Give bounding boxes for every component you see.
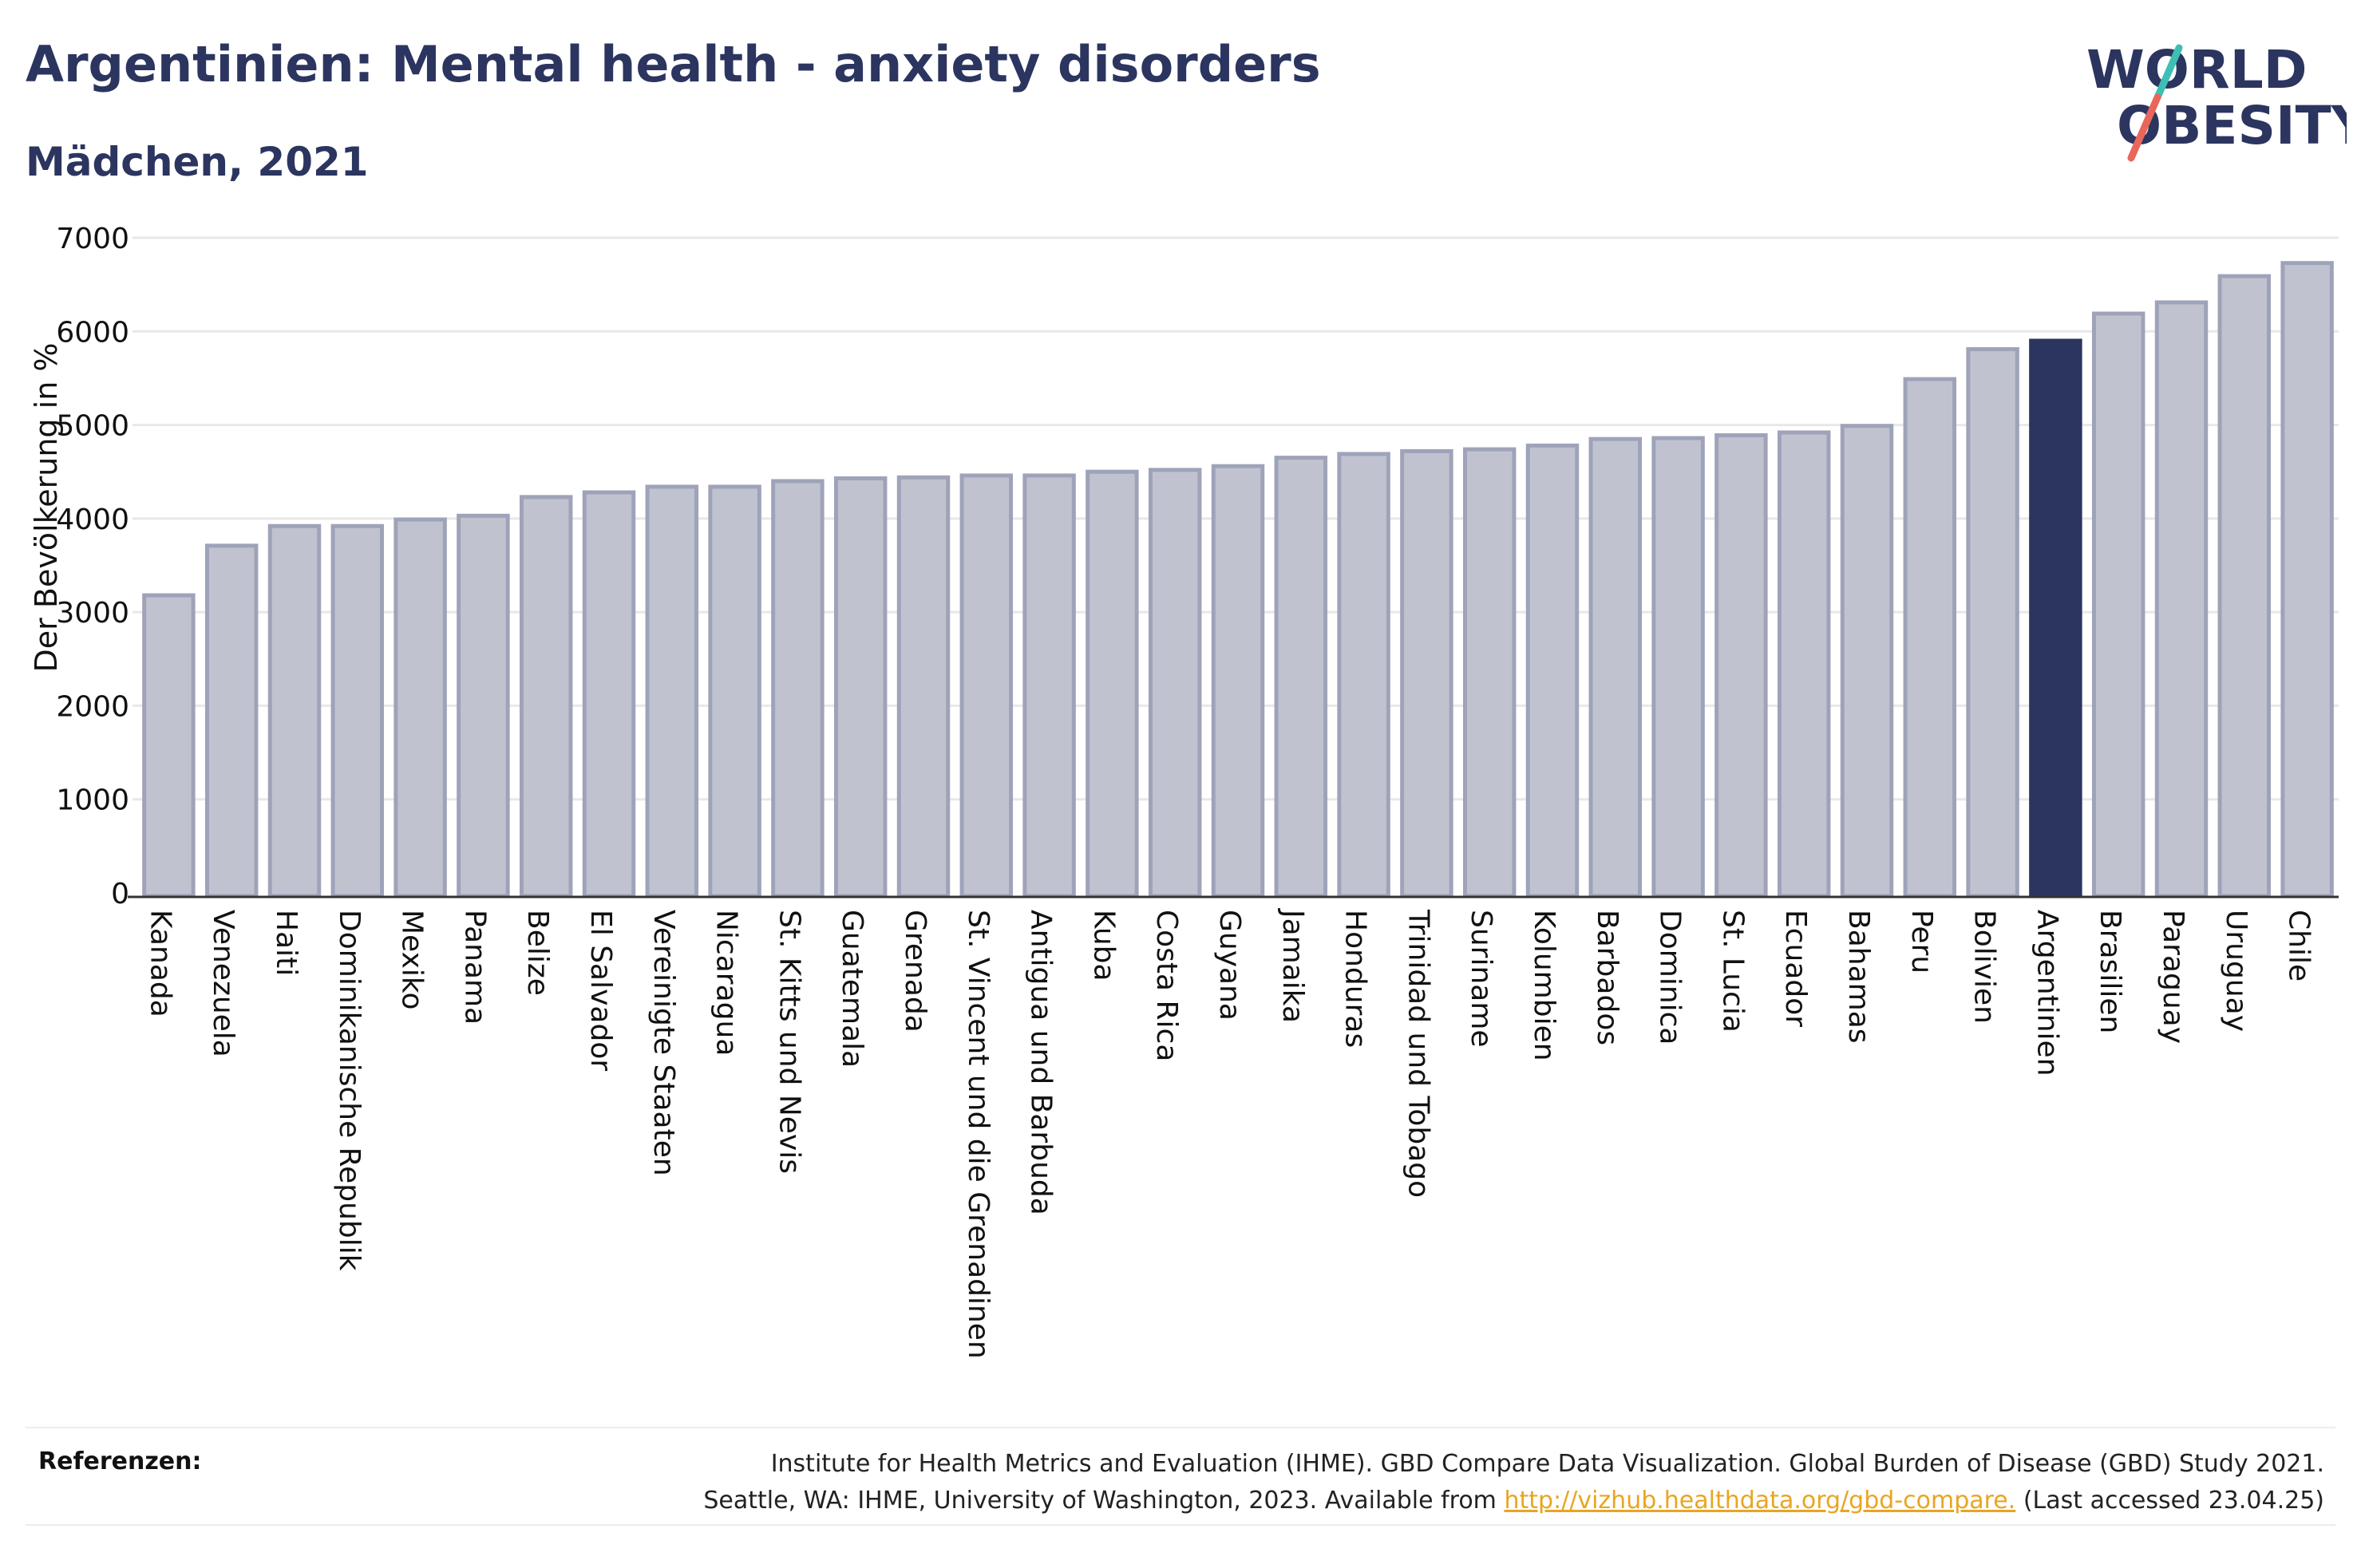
y-tick-label: 3000 (56, 597, 129, 630)
x-tick-label: Kolumbien (1528, 910, 1560, 1061)
bar-st-kitts-und-nevis[interactable] (771, 479, 825, 899)
x-tick-label: St. Vincent und die Grenadinen (962, 910, 995, 1359)
y-tick-label: 0 (111, 878, 129, 910)
bars (142, 261, 2334, 899)
y-tick-label: 2000 (56, 690, 129, 723)
x-tick-label: Guatemala (836, 910, 868, 1068)
x-tick-labels: Kanada Venezuela Haiti Dominikanische Repub… (144, 908, 2315, 1359)
x-tick-label: Honduras (1339, 910, 1372, 1048)
bar-dominikanische-republik[interactable] (330, 523, 385, 899)
x-tick-label: Argentinien (2031, 910, 2063, 1076)
bar-haiti[interactable] (267, 523, 322, 899)
x-tick-label: Antigua und Barbuda (1025, 910, 1058, 1215)
bar-peru[interactable] (1903, 377, 1957, 899)
bar-ecuador[interactable] (1777, 430, 1831, 899)
x-tick-label: Panama (458, 910, 491, 1025)
bar-dominica[interactable] (1651, 436, 1705, 899)
world-obesity-logo: WORLD OBESITY (2086, 39, 2347, 162)
bar-vereinigte-staaten[interactable] (645, 484, 699, 899)
page-title: Argentinien: Mental health - anxiety dis… (26, 35, 1321, 93)
bar-barbados[interactable] (1588, 436, 1643, 899)
bar-guyana[interactable] (1211, 464, 1265, 899)
x-tick-label: Guyana (1213, 910, 1246, 1021)
x-tick-label: Jamaika (1276, 908, 1309, 1023)
bar-argentinien[interactable] (2029, 338, 2082, 899)
x-tick-label: Paraguay (2157, 910, 2189, 1044)
x-tick-label: Vereinigte Staaten (647, 910, 680, 1176)
references-line-2-suffix: (Last accessed 23.04.25) (2015, 1487, 2324, 1515)
x-tick-label: Dominica (1654, 910, 1687, 1045)
bar-chart: 0 1000 2000 3000 4000 5000 6000 7000 Kanada Vene… (56, 223, 2339, 1359)
x-tick-label: Dominikanische Republik (333, 910, 366, 1271)
y-axis-label: Der Bevölkerung in % (29, 342, 64, 673)
x-tick-label: Bolivien (1968, 910, 2001, 1024)
x-tick-label: Brasilien (2094, 910, 2126, 1033)
y-tick-label: 5000 (56, 410, 129, 443)
x-tick-label: Kuba (1087, 910, 1120, 981)
bar-trinidad-und-tobago[interactable] (1400, 448, 1453, 899)
bar-grenada[interactable] (896, 475, 951, 899)
x-tick-label: St. Kitts und Nevis (773, 910, 805, 1174)
bar-chile[interactable] (2280, 261, 2334, 899)
bar-kanada[interactable] (142, 593, 196, 899)
x-tick-label: Haiti (270, 910, 303, 976)
bar-el-salvador[interactable] (582, 490, 636, 899)
bar-venezuela[interactable] (204, 543, 259, 899)
y-tick-label: 7000 (56, 223, 129, 255)
x-tick-label: St. Lucia (1716, 910, 1749, 1033)
x-tick-label: Suriname (1465, 910, 1497, 1048)
bar-nicaragua[interactable] (708, 484, 761, 899)
references-label: Referenzen: (38, 1448, 202, 1475)
x-tick-label: Kanada (144, 910, 176, 1017)
references-text: Institute for Health Metrics and Evaluat… (488, 1446, 2324, 1519)
references-divider-top (26, 1427, 2335, 1428)
x-tick-label: Bahamas (1842, 910, 1875, 1044)
logo-slash-teal (2153, 44, 2183, 101)
logo-slash-red (2127, 93, 2161, 162)
bar-uruguay[interactable] (2217, 274, 2272, 899)
bar-suriname[interactable] (1462, 447, 1517, 899)
x-tick-label: Peru (1905, 910, 1938, 974)
bar-st-vincent-und-die-grenadinen[interactable] (959, 473, 1014, 899)
bar-jamaika[interactable] (1274, 456, 1328, 899)
bar-brasilien[interactable] (2091, 311, 2145, 899)
references-line-2-text: Seattle, WA: IHME, University of Washing… (703, 1487, 1505, 1515)
bar-panama[interactable] (457, 513, 510, 899)
bar-honduras[interactable] (1337, 452, 1390, 899)
x-tick-label: Grenada (899, 910, 931, 1033)
references-line-2: Seattle, WA: IHME, University of Washing… (488, 1483, 2324, 1519)
bar-kolumbien[interactable] (1525, 443, 1580, 899)
bar-costa-rica[interactable] (1148, 468, 1202, 899)
bar-antigua-und-barbuda[interactable] (1022, 473, 1076, 899)
logo-text-world: WORLD (2086, 39, 2308, 101)
bar-guatemala[interactable] (833, 476, 888, 899)
x-tick-label: Ecuador (1779, 910, 1812, 1027)
bar-st-lucia[interactable] (1714, 432, 1768, 899)
x-tick-label: Barbados (1591, 910, 1623, 1045)
x-tick-label: Costa Rica (1150, 910, 1183, 1061)
page-subtitle: Mädchen, 2021 (26, 139, 369, 185)
references-link[interactable]: http://vizhub.healthdata.org/gbd-compare… (1504, 1487, 2016, 1515)
x-tick-label: Mexiko (396, 910, 429, 1009)
bar-belize[interactable] (519, 495, 573, 899)
x-tick-label: Chile (2283, 910, 2316, 981)
y-tick-label: 6000 (56, 316, 129, 349)
bar-paraguay[interactable] (2154, 300, 2209, 899)
references-line-1: Institute for Health Metrics and Evaluat… (770, 1450, 2324, 1478)
x-tick-label: El Salvador (584, 910, 617, 1071)
y-tick-label: 4000 (56, 504, 129, 536)
x-tick-label: Nicaragua (710, 910, 743, 1056)
y-tick-labels: 0 1000 2000 3000 4000 5000 6000 7000 (56, 223, 129, 910)
x-tick-label: Venezuela (207, 910, 239, 1057)
bar-bolivien[interactable] (1966, 347, 2019, 899)
y-tick-label: 1000 (56, 784, 129, 817)
x-tick-label: Belize (521, 910, 554, 996)
bar-bahamas[interactable] (1840, 424, 1894, 899)
x-tick-label: Uruguay (2220, 910, 2252, 1032)
x-tick-label: Trinidad und Tobago (1402, 909, 1434, 1198)
references-divider-bottom (26, 1524, 2335, 1526)
bar-mexiko[interactable] (394, 517, 447, 899)
bar-kuba[interactable] (1086, 469, 1139, 899)
